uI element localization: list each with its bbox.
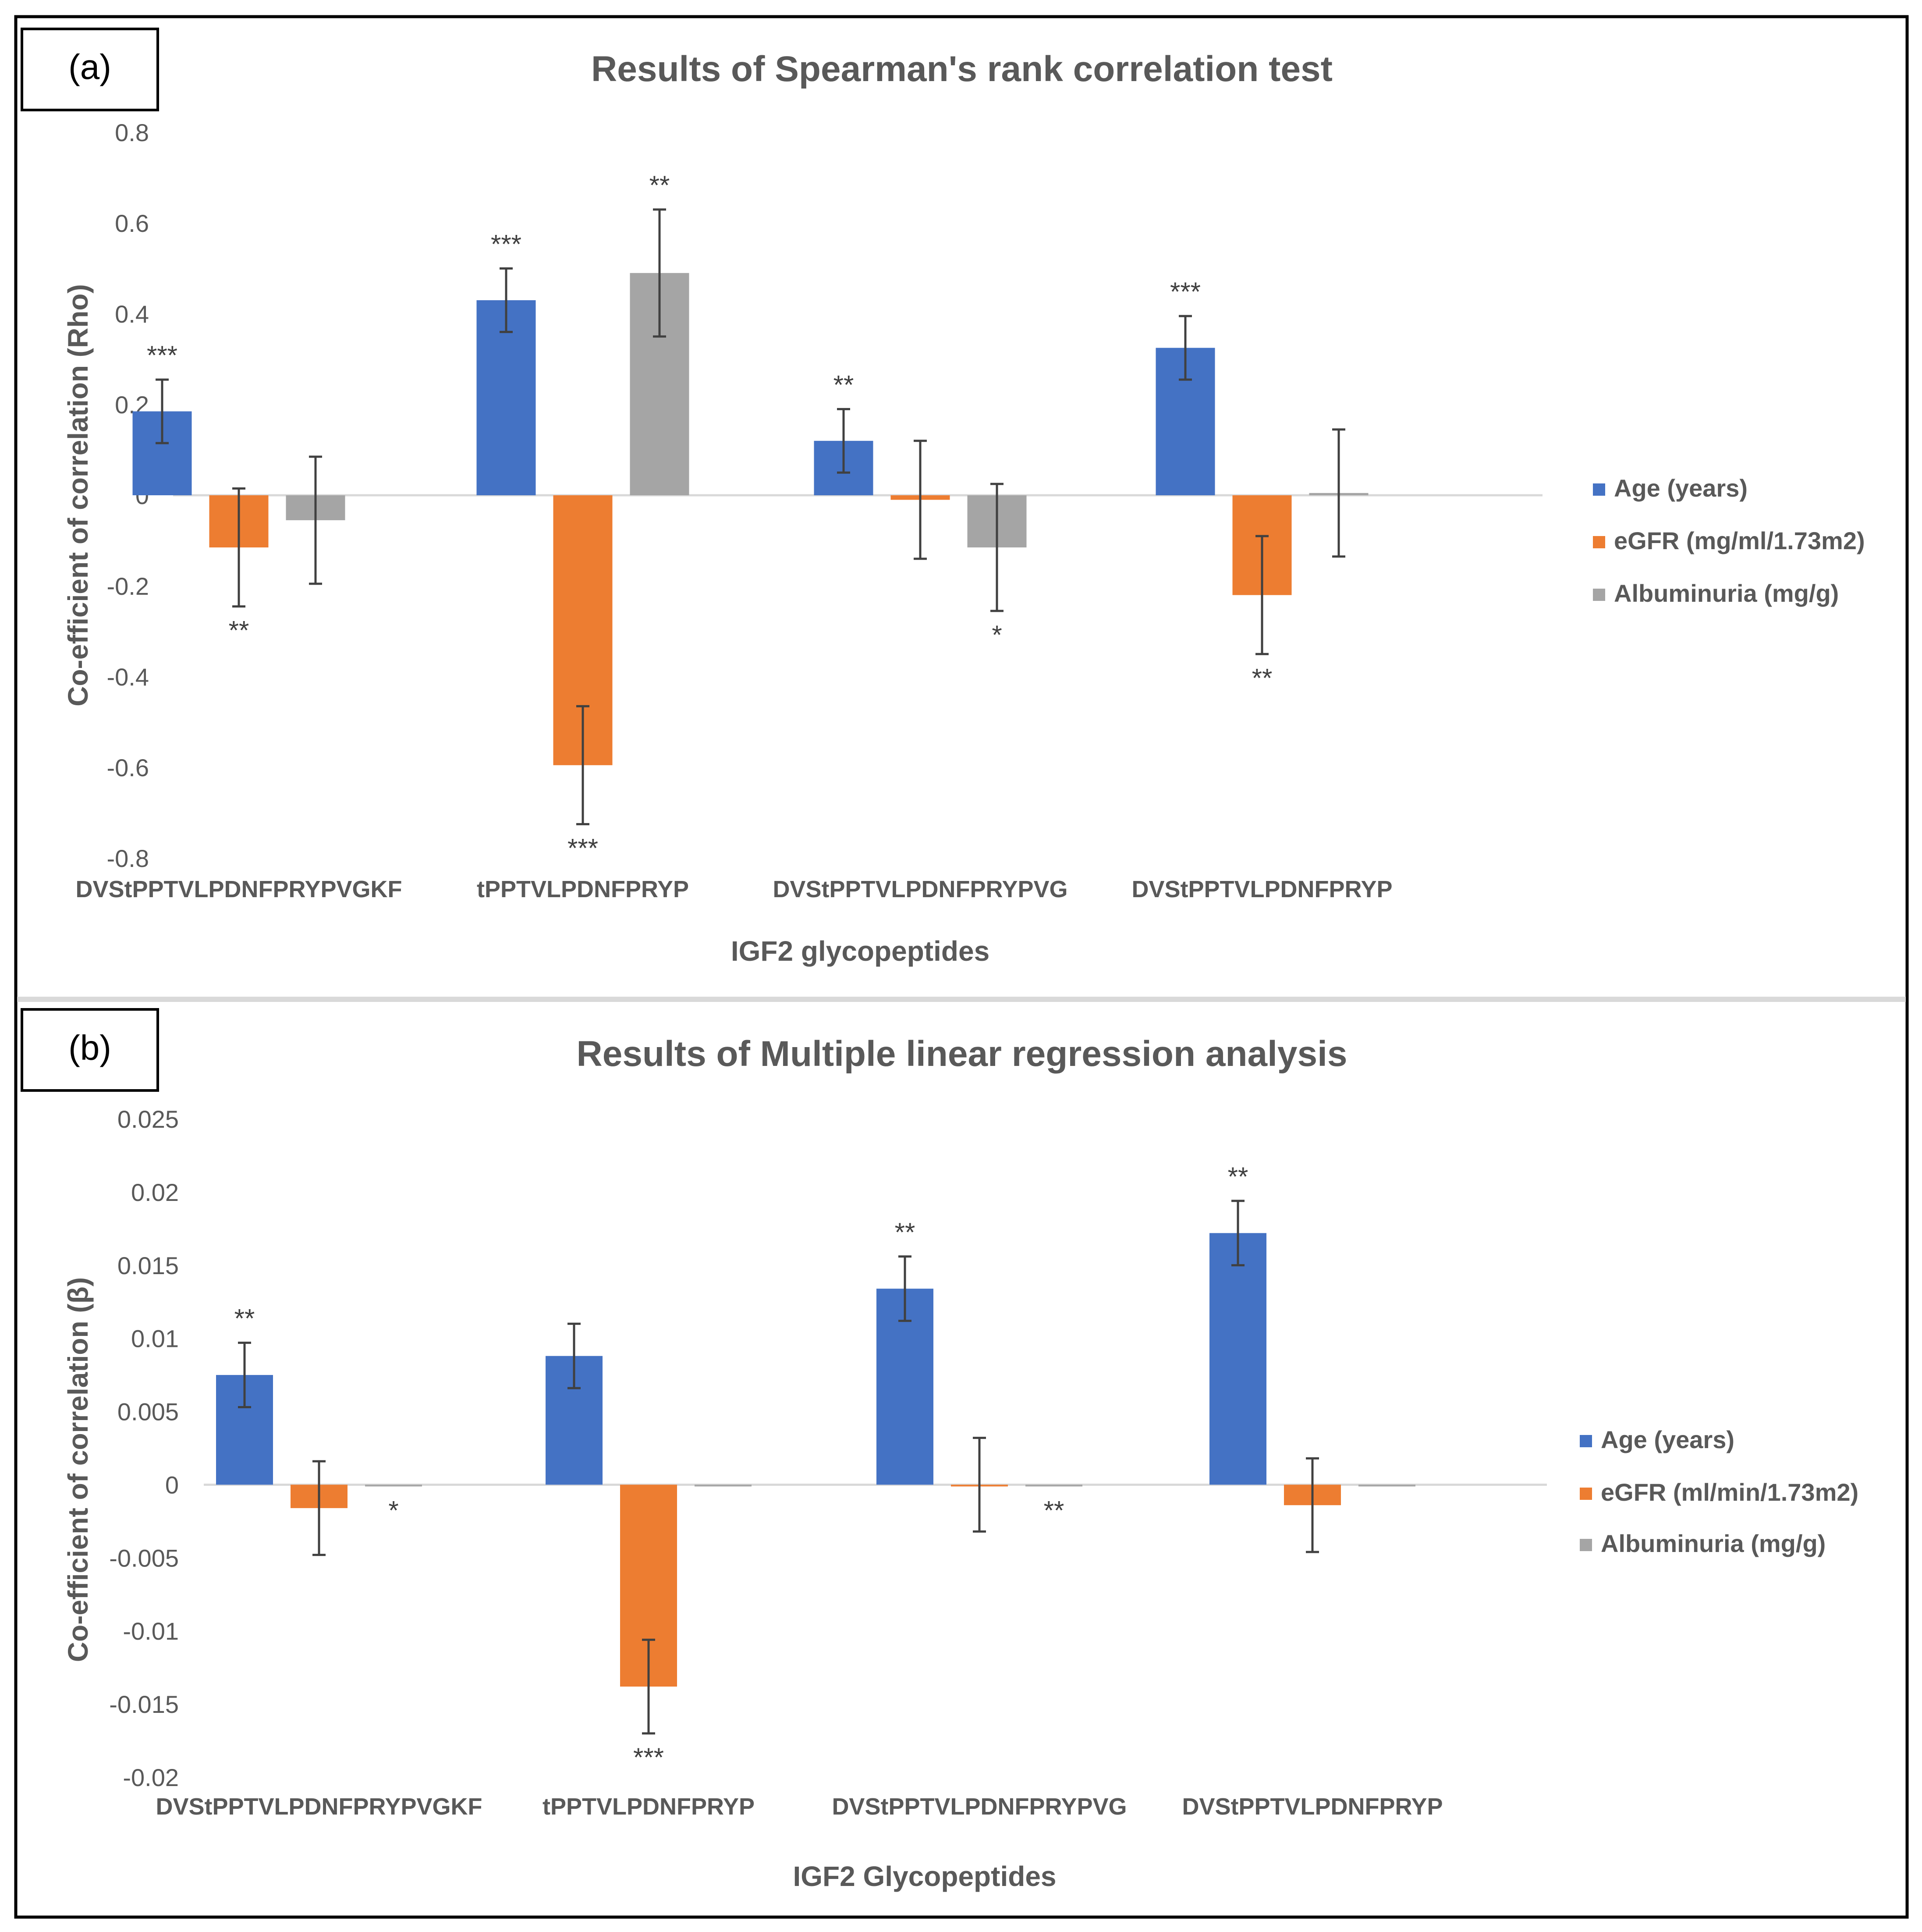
panel-a-category-label: DVStPPTVLPDNFPRYP [1131, 876, 1392, 902]
panel-b-label: (b) [68, 1028, 111, 1067]
panel-b-bar-age [1209, 1233, 1266, 1485]
panel-b-legend-swatch-age [1580, 1435, 1592, 1447]
panel-b-y-tick-label: 0.005 [117, 1398, 179, 1426]
panel-b-y-tick-label: 0.015 [117, 1252, 179, 1279]
panel-b-y-tick-label: 0.02 [131, 1179, 179, 1206]
panel-a-plot: 0.80.60.40.20-0.2-0.4-0.6-0.8DVStPPTVLPD… [75, 119, 1543, 902]
panel-b-y-tick-label: -0.005 [109, 1544, 179, 1572]
panel-b-significance-mark: ** [895, 1218, 915, 1247]
panel-b-significance-mark: ** [1228, 1162, 1248, 1191]
panel-a-y-tick-label: 0.4 [115, 300, 149, 328]
panel-b-significance-mark: ** [1044, 1495, 1064, 1525]
panel-b-y-tick-label: -0.01 [123, 1617, 179, 1645]
panel-a-y-tick-label: -0.4 [107, 663, 149, 691]
panel-b-legend-label-age: Age (years) [1601, 1426, 1734, 1453]
panel-a-category-label: DVStPPTVLPDNFPRYPVGKF [75, 876, 402, 902]
panel-b-y-tick-label: 0.01 [131, 1325, 179, 1353]
panel-b-y-tick-label: -0.02 [123, 1764, 179, 1791]
panel-b-bar-albuminuria [365, 1485, 422, 1487]
panel-a-significance-mark: ** [1252, 663, 1273, 693]
panel-b-bar-albuminuria [1025, 1485, 1082, 1487]
panel-a-significance-mark: ** [229, 616, 249, 645]
panel-a-legend-swatch-age [1593, 483, 1605, 496]
panel-a-legend-swatch-egfr [1593, 536, 1605, 548]
panel-a-significance-mark: *** [491, 230, 521, 259]
panel-b-title: Results of Multiple linear regression an… [577, 1034, 1348, 1074]
panel-b-y-tick-label: 0 [165, 1471, 179, 1499]
panel-b-y-tick-label: 0.025 [117, 1105, 179, 1133]
panel-divider [17, 997, 1906, 1002]
figure-border [14, 15, 1909, 1919]
panel-b-bar-albuminuria [1358, 1485, 1415, 1487]
panel-a-y-tick-label: -0.8 [107, 845, 149, 872]
panel-a-legend: Age (years) eGFR (mg/ml/1.73m2) Albuminuri… [1593, 474, 1865, 607]
panel-a-category-label: DVStPPTVLPDNFPRYPVG [773, 876, 1067, 902]
panel-b: (b) Results of Multiple linear regressio… [21, 1008, 1858, 1892]
panel-a-label-box [21, 28, 159, 111]
panel-a-y-tick-label: -0.6 [107, 754, 149, 781]
panel-b-label-box [21, 1008, 159, 1092]
panel-a-y-tick-label: 0.6 [115, 210, 149, 237]
panel-a-y-tick-label: 0.8 [115, 119, 149, 146]
panel-a-label: (a) [68, 47, 111, 86]
panel-a-legend-label-egfr: eGFR (mg/ml/1.73m2) [1614, 527, 1865, 554]
panel-a-significance-mark: ** [833, 370, 854, 399]
panel-a-category-label: tPPTVLPDNFPRYP [477, 876, 689, 902]
panel-b-legend-swatch-albuminuria [1580, 1539, 1592, 1551]
panel-a-significance-mark: ** [649, 170, 670, 200]
panel-a-significance-mark: *** [1170, 277, 1201, 306]
panel-b-bar-albuminuria [695, 1485, 752, 1487]
panel-b-y-tick-label: -0.015 [109, 1690, 179, 1718]
panel-a-y-axis-label: Co-efficient of correlation (Rho) [62, 284, 94, 707]
panel-b-category-label: DVStPPTVLPDNFPRYP [1182, 1793, 1443, 1820]
panel-a: (a) Results of Spearman's rank correlati… [21, 28, 1865, 967]
panel-b-category-label: tPPTVLPDNFPRYP [543, 1793, 755, 1820]
panel-a-significance-mark: *** [567, 833, 598, 863]
panel-a-legend-label-age: Age (years) [1614, 474, 1748, 502]
panel-b-category-label: DVStPPTVLPDNFPRYPVG [832, 1793, 1127, 1820]
panel-a-legend-swatch-albuminuria [1593, 589, 1605, 601]
panel-a-x-axis-label: IGF2 glycopeptides [731, 935, 989, 967]
panel-a-significance-mark: * [992, 620, 1002, 650]
panel-b-legend: Age (years) eGFR (ml/min/1.73m2) Albuminur… [1580, 1426, 1858, 1557]
panel-a-y-tick-label: -0.2 [107, 572, 149, 600]
panel-a-significance-mark: *** [147, 341, 177, 370]
panel-b-significance-mark: * [388, 1495, 398, 1525]
panel-b-category-label: DVStPPTVLPDNFPRYPVGKF [156, 1793, 482, 1820]
panel-a-legend-label-albuminuria: Albuminuria (mg/g) [1614, 579, 1839, 607]
panel-b-y-axis-label: Co-efficient of correlation (β) [62, 1277, 94, 1662]
panel-b-legend-label-egfr: eGFR (ml/min/1.73m2) [1601, 1478, 1858, 1506]
panel-b-plot: 0.025 0.02 0.015 0.01 0.005 0 -0.005 -0.01 -0.01… [109, 1105, 1547, 1820]
panel-b-significance-mark: *** [633, 1743, 664, 1772]
panel-a-title: Results of Spearman's rank correlation t… [591, 49, 1333, 89]
panel-b-legend-swatch-egfr [1580, 1488, 1592, 1500]
panel-b-x-axis-label: IGF2 Glycopeptides [793, 1861, 1056, 1892]
panel-b-significance-mark: ** [234, 1304, 255, 1333]
panel-b-legend-label-albuminuria: Albuminuria (mg/g) [1601, 1530, 1826, 1557]
